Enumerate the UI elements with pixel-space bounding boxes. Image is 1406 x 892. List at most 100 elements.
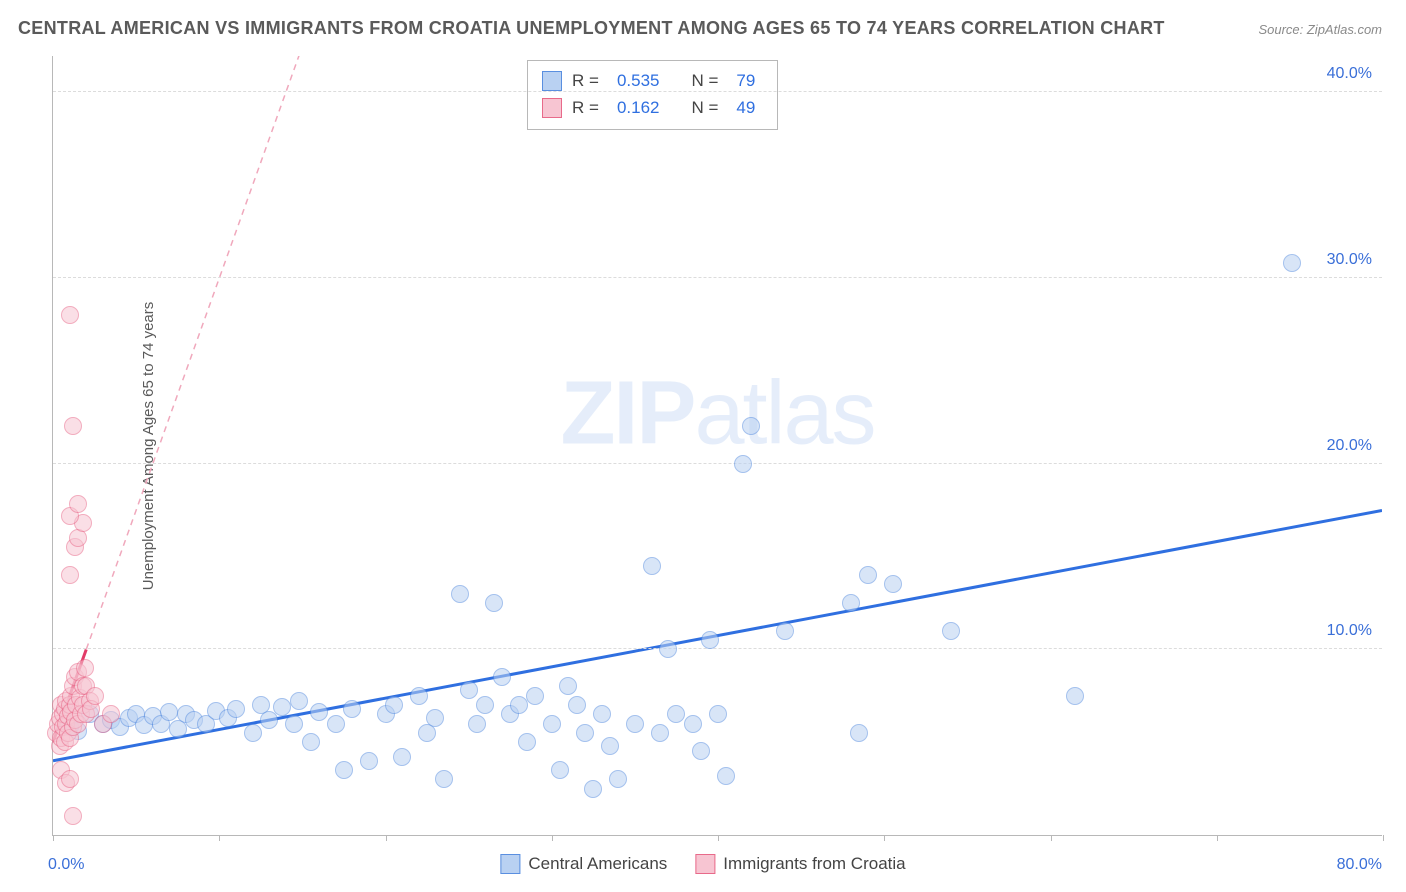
stats-n-value: 49 (736, 94, 755, 121)
point-central-american (684, 715, 702, 733)
point-central-american (273, 698, 291, 716)
stats-row: R =0.535N =79 (542, 67, 763, 94)
point-central-american (302, 733, 320, 751)
legend-swatch (695, 854, 715, 874)
point-central-american (543, 715, 561, 733)
point-central-american (651, 724, 669, 742)
point-croatia (76, 659, 94, 677)
x-tick (53, 835, 54, 841)
point-central-american (244, 724, 262, 742)
watermark-zip: ZIP (560, 364, 694, 464)
stats-r-label: R = (572, 67, 599, 94)
point-central-american (568, 696, 586, 714)
point-croatia (64, 807, 82, 825)
point-central-american (451, 585, 469, 603)
point-croatia (61, 306, 79, 324)
point-central-american (842, 594, 860, 612)
point-central-american (468, 715, 486, 733)
point-central-american (559, 677, 577, 695)
point-croatia (61, 770, 79, 788)
point-central-american (859, 566, 877, 584)
trend-line-croatia-dashed (53, 56, 418, 742)
x-tick (1051, 835, 1052, 841)
watermark-atlas: atlas (694, 364, 874, 464)
stats-r-label: R = (572, 94, 599, 121)
point-central-american (227, 700, 245, 718)
x-axis-origin-label: 0.0% (48, 856, 84, 874)
point-central-american (692, 742, 710, 760)
plot-area: ZIPatlas R =0.535N =79R =0.162N =49 10.0… (52, 56, 1382, 836)
grid-line-h (53, 277, 1382, 278)
point-central-american (734, 455, 752, 473)
legend-swatch (500, 854, 520, 874)
source-attribution: Source: ZipAtlas.com (1258, 22, 1382, 37)
point-croatia (86, 687, 104, 705)
stats-n-label: N = (691, 67, 718, 94)
legend-label: Immigrants from Croatia (723, 854, 905, 874)
stats-swatch (542, 98, 562, 118)
y-tick-label: 20.0% (1327, 437, 1372, 455)
point-central-american (576, 724, 594, 742)
y-tick-label: 40.0% (1327, 65, 1372, 83)
point-central-american (435, 770, 453, 788)
x-tick (219, 835, 220, 841)
point-central-american (460, 681, 478, 699)
stats-row: R = 0.162 N = 49 (542, 94, 763, 121)
point-central-american (518, 733, 536, 751)
point-central-american (884, 575, 902, 593)
point-central-american (601, 737, 619, 755)
point-central-american (426, 709, 444, 727)
point-central-american (485, 594, 503, 612)
point-central-american (285, 715, 303, 733)
point-central-american (626, 715, 644, 733)
point-central-american (393, 748, 411, 766)
point-central-american (327, 715, 345, 733)
x-tick (884, 835, 885, 841)
legend-item: Immigrants from Croatia (695, 854, 905, 874)
point-central-american (410, 687, 428, 705)
legend-label: Central Americans (528, 854, 667, 874)
point-central-american (667, 705, 685, 723)
point-central-american (551, 761, 569, 779)
point-croatia (61, 566, 79, 584)
bottom-legend: Central Americans Immigrants from Croatia (500, 854, 905, 874)
x-tick (1217, 835, 1218, 841)
x-tick (386, 835, 387, 841)
stats-r-value: 0.162 (617, 94, 660, 121)
stats-swatch (542, 71, 562, 91)
point-central-american (850, 724, 868, 742)
point-central-american (510, 696, 528, 714)
point-central-american (1283, 254, 1301, 272)
point-central-american (526, 687, 544, 705)
x-tick (718, 835, 719, 841)
stats-box: R =0.535N =79R =0.162N =49 (527, 60, 778, 130)
point-central-american (942, 622, 960, 640)
stats-n-value: 79 (736, 67, 755, 94)
x-axis-max-label: 80.0% (1337, 856, 1382, 874)
point-central-american (360, 752, 378, 770)
chart-title: CENTRAL AMERICAN VS IMMIGRANTS FROM CROA… (18, 18, 1165, 39)
point-central-american (290, 692, 308, 710)
point-croatia (102, 705, 120, 723)
point-central-american (160, 703, 178, 721)
point-central-american (609, 770, 627, 788)
point-central-american (659, 640, 677, 658)
stats-n-label: N = (691, 94, 718, 121)
point-central-american (493, 668, 511, 686)
x-tick (552, 835, 553, 841)
y-tick-label: 30.0% (1327, 251, 1372, 269)
y-tick-label: 10.0% (1327, 622, 1372, 640)
point-central-american (476, 696, 494, 714)
point-central-american (593, 705, 611, 723)
x-tick (1383, 835, 1384, 841)
point-central-american (643, 557, 661, 575)
point-central-american (335, 761, 353, 779)
point-central-american (776, 622, 794, 640)
grid-line-h (53, 648, 1382, 649)
point-croatia (69, 495, 87, 513)
grid-line-h (53, 91, 1382, 92)
point-central-american (701, 631, 719, 649)
point-central-american (310, 703, 328, 721)
point-croatia (64, 417, 82, 435)
point-central-american (343, 700, 361, 718)
